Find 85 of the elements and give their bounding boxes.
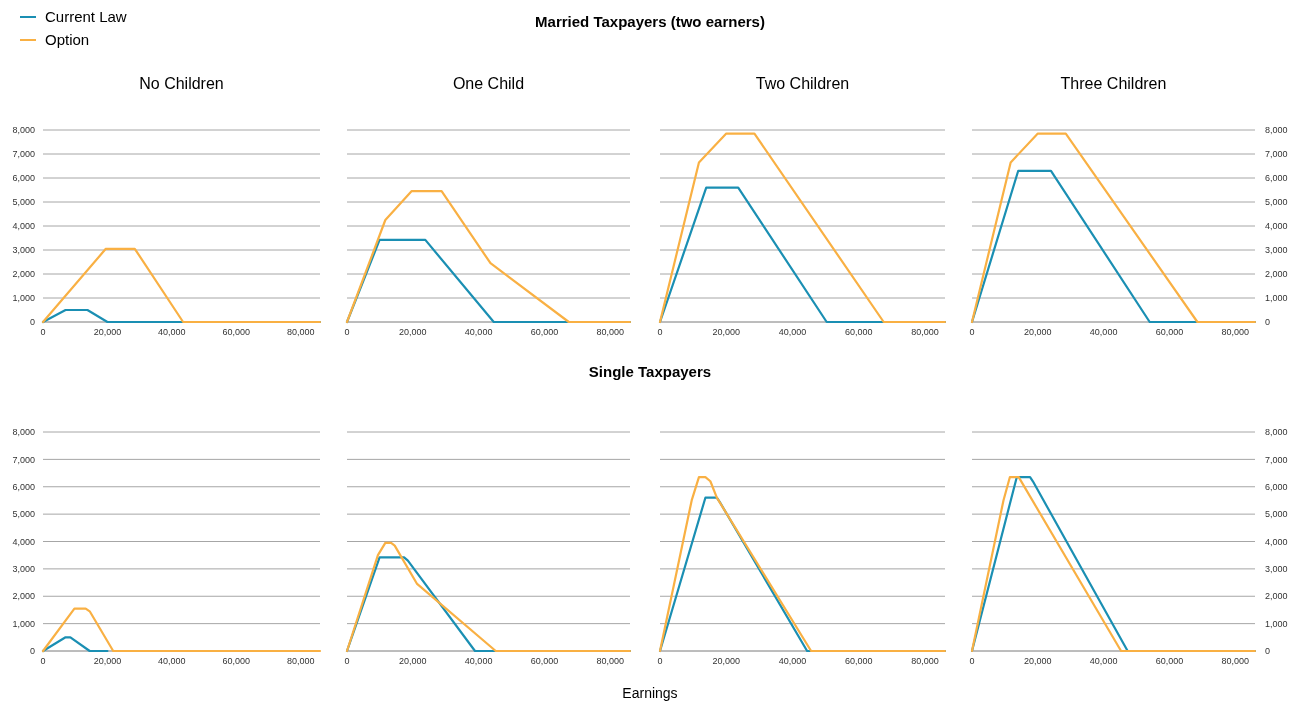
y-tick-label: 2,000 xyxy=(12,591,35,602)
y-tick-label: 2,000 xyxy=(1265,591,1288,602)
x-tick-label: 20,000 xyxy=(399,656,427,666)
y-tick-label: 0 xyxy=(1265,646,1271,657)
x-tick-label: 20,000 xyxy=(712,656,741,666)
y-tick-label: 8,000 xyxy=(12,427,35,438)
x-tick-label: 40,000 xyxy=(464,656,493,666)
x-tick-label: 80,000 xyxy=(1221,327,1250,337)
legend-label: Current Law xyxy=(45,8,127,26)
y-tick-label: 7,000 xyxy=(1265,454,1288,465)
y-tick-label: 0 xyxy=(29,646,35,657)
x-tick-label: 60,000 xyxy=(845,327,873,337)
x-tick-label: 0 xyxy=(657,327,663,337)
y-tick-label: 4,000 xyxy=(1265,536,1288,547)
x-tick-label: 0 xyxy=(969,327,975,337)
x-tick-label: 60,000 xyxy=(1155,327,1184,337)
x-tick-label: 60,000 xyxy=(530,656,559,666)
chart-title: One Child xyxy=(452,75,525,92)
x-tick-label: 40,000 xyxy=(158,327,186,337)
x-tick-label: 0 xyxy=(40,656,46,666)
x-tick-label: 60,000 xyxy=(1155,656,1184,666)
x-tick-label: 80,000 xyxy=(596,327,625,337)
y-tick-label: 7,000 xyxy=(12,454,35,465)
x-tick-label: 40,000 xyxy=(158,656,186,666)
legend-label: Option xyxy=(45,31,90,49)
x-tick-label: 60,000 xyxy=(222,656,251,666)
y-tick-label: 0 xyxy=(29,317,35,328)
y-tick-label: 3,000 xyxy=(1265,564,1288,575)
y-tick-label: 2,000 xyxy=(1265,269,1288,280)
x-tick-label: 60,000 xyxy=(845,656,873,666)
y-tick-label: 8,000 xyxy=(1265,125,1288,136)
y-tick-label: 6,000 xyxy=(12,173,35,184)
y-tick-label: 1,000 xyxy=(1265,293,1288,304)
x-tick-label: 40,000 xyxy=(778,656,807,666)
y-tick-label: 1,000 xyxy=(12,293,35,304)
y-tick-label: 4,000 xyxy=(12,536,35,547)
x-tick-label: 40,000 xyxy=(778,327,807,337)
x-tick-label: 20,000 xyxy=(399,327,427,337)
y-tick-label: 0 xyxy=(1265,317,1271,328)
chart-title: Two Children xyxy=(755,75,850,92)
x-tick-label: 80,000 xyxy=(911,656,939,666)
x-tick-label: 60,000 xyxy=(530,327,559,337)
y-tick-label: 6,000 xyxy=(1265,173,1288,184)
y-tick-label: 7,000 xyxy=(12,149,35,160)
y-tick-label: 8,000 xyxy=(1265,427,1288,438)
y-tick-label: 5,000 xyxy=(1265,509,1288,520)
x-tick-label: 20,000 xyxy=(1024,656,1052,666)
text: Single Taxpayers xyxy=(588,363,712,380)
x-tick-label: 0 xyxy=(344,327,350,337)
y-tick-label: 2,000 xyxy=(12,269,35,280)
y-tick-label: 5,000 xyxy=(1265,197,1288,208)
y-tick-label: 3,000 xyxy=(1265,245,1288,256)
y-tick-label: 1,000 xyxy=(1265,618,1288,629)
text: Married Taxpayers (two earners) xyxy=(535,13,765,30)
x-tick-label: 20,000 xyxy=(712,327,741,337)
x-tick-label: 40,000 xyxy=(464,327,493,337)
x-tick-label: 20,000 xyxy=(93,327,122,337)
y-tick-label: 3,000 xyxy=(12,245,35,256)
y-tick-label: 1,000 xyxy=(12,618,35,629)
x-tick-label: 20,000 xyxy=(1024,327,1052,337)
x-tick-label: 80,000 xyxy=(911,327,939,337)
x-tick-label: 80,000 xyxy=(596,656,625,666)
y-tick-label: 8,000 xyxy=(12,125,35,136)
y-tick-label: 5,000 xyxy=(12,509,35,520)
y-tick-label: 5,000 xyxy=(12,197,35,208)
x-tick-label: 20,000 xyxy=(93,656,122,666)
y-tick-label: 3,000 xyxy=(12,564,35,575)
x-tick-label: 0 xyxy=(40,327,46,337)
x-tick-label: 40,000 xyxy=(1089,656,1118,666)
y-tick-label: 7,000 xyxy=(1265,149,1288,160)
x-tick-label: 0 xyxy=(657,656,663,666)
x-tick-label: 0 xyxy=(969,656,975,666)
x-tick-label: 40,000 xyxy=(1089,327,1118,337)
x-tick-label: 80,000 xyxy=(1221,656,1250,666)
y-tick-label: 6,000 xyxy=(1265,481,1288,492)
y-tick-label: 6,000 xyxy=(12,481,35,492)
x-tick-label: 0 xyxy=(344,656,350,666)
chart-title: Three Children xyxy=(1060,75,1167,92)
y-tick-label: 4,000 xyxy=(1265,221,1288,232)
chart-title: No Children xyxy=(139,75,224,92)
text: Earnings xyxy=(622,685,678,701)
x-tick-label: 80,000 xyxy=(286,656,315,666)
y-tick-label: 4,000 xyxy=(12,221,35,232)
x-tick-label: 80,000 xyxy=(286,327,315,337)
x-tick-label: 60,000 xyxy=(222,327,251,337)
